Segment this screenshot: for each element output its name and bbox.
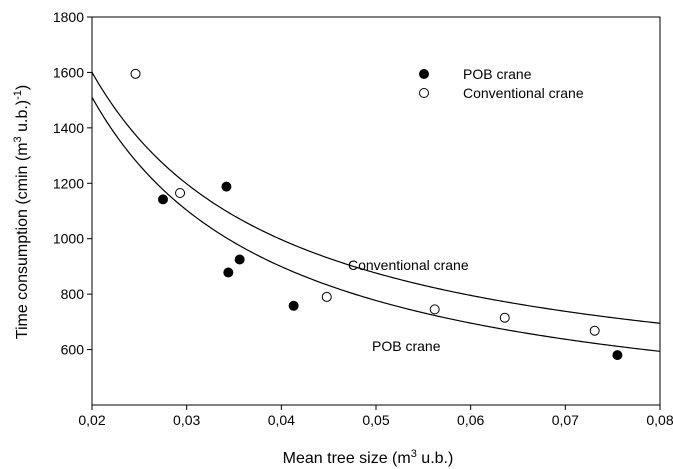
x-tick-label: 0,06 xyxy=(457,412,484,428)
y-tick-label: 1600 xyxy=(53,64,84,80)
y-tick-label: 1200 xyxy=(53,175,84,191)
y-tick-label: 800 xyxy=(61,286,85,302)
x-axis-title: Mean tree size (m3 u.b.) xyxy=(283,448,454,467)
curve-label-pob-crane: POB crane xyxy=(372,338,441,354)
data-point-conventional-crane xyxy=(429,304,440,315)
data-point-conventional-crane xyxy=(589,325,600,336)
fitted-curve xyxy=(91,71,661,324)
y-tick-label: 1400 xyxy=(53,120,84,136)
legend-marker-conventional-crane xyxy=(419,88,429,98)
x-tick-label: 0,07 xyxy=(552,412,579,428)
x-tick-label: 0,08 xyxy=(646,412,673,428)
legend-marker-pob-crane xyxy=(419,69,429,79)
data-point-pob-crane xyxy=(221,181,232,192)
legend-label-pob-crane: POB crane xyxy=(463,66,532,82)
y-axis-title: Time consumption (cmin (m3 u.b.)-1) xyxy=(12,85,31,339)
data-point-conventional-crane xyxy=(499,312,510,323)
y-tick-label: 1800 xyxy=(53,9,84,25)
curve-label-conventional-crane: Conventional crane xyxy=(348,257,469,273)
data-points xyxy=(130,68,623,361)
data-point-pob-crane xyxy=(158,194,168,205)
x-tick-label: 0,03 xyxy=(173,412,200,428)
x-tick-label: 0,02 xyxy=(78,412,105,428)
data-point-conventional-crane xyxy=(175,187,186,198)
data-point-pob-crane xyxy=(288,300,299,311)
data-point-pob-crane xyxy=(234,254,245,265)
legend-label-conventional-crane: Conventional crane xyxy=(463,85,584,101)
fitted-curves xyxy=(91,71,661,352)
axis-ticks: 0,02 0,03 0,04 0,05 0,06 0,07 0,08 600 800 1000 12… xyxy=(53,9,673,428)
data-point-pob-crane xyxy=(223,267,234,278)
data-point-pob-crane xyxy=(612,350,623,361)
x-tick-label: 0,04 xyxy=(268,412,295,428)
x-tick-label: 0,05 xyxy=(362,412,389,428)
y-tick-label: 600 xyxy=(61,342,85,358)
legend: POB crane Conventional crane xyxy=(419,66,584,101)
data-point-conventional-crane xyxy=(130,68,141,79)
data-point-conventional-crane xyxy=(321,291,332,302)
fitted-curve xyxy=(91,96,661,352)
y-tick-label: 1000 xyxy=(53,231,84,247)
